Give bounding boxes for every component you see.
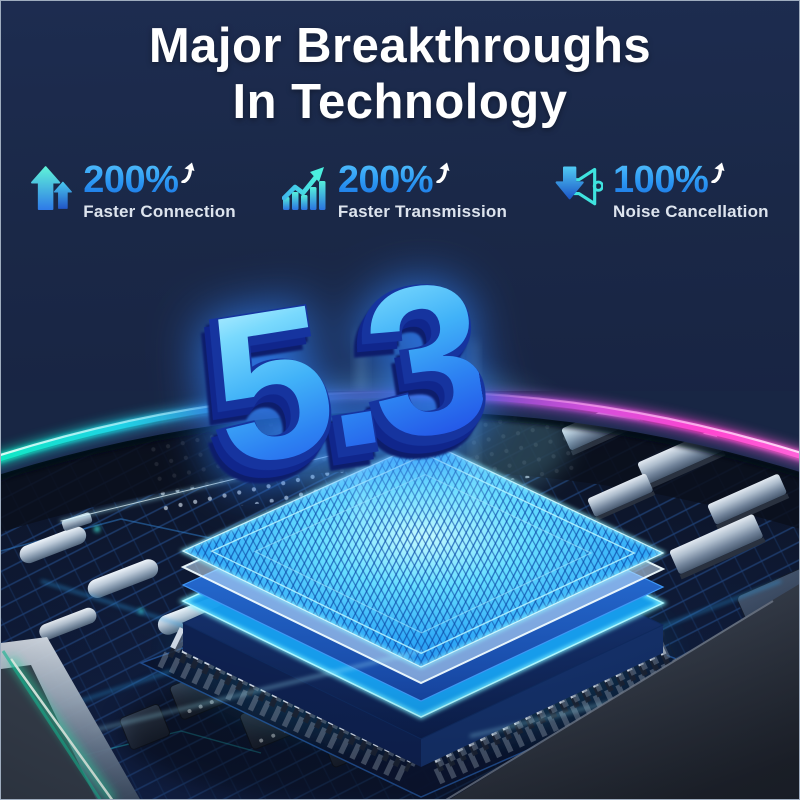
bluetooth-version-number: 5.3 5.3: [186, 234, 524, 520]
stat-label: Faster Connection: [83, 202, 236, 221]
board-edge-green-glow: [1, 637, 140, 799]
stat-faster-transmission: 200% Faster Transmission: [281, 159, 508, 222]
stat-faster-connection: 200% Faster Connection: [31, 161, 236, 222]
rgb-light-strip: [1, 386, 799, 481]
stats-row: 200% Faster Connection: [1, 161, 799, 222]
title-line-2: In Technology: [232, 74, 568, 129]
title-line-1: Major Breakthroughs: [148, 19, 652, 73]
stat-value: 200%: [83, 159, 179, 201]
circuit-board-scene: [1, 331, 799, 799]
stat-value: 200%: [337, 159, 434, 201]
double-up-arrows-icon: [31, 164, 73, 219]
stat-noise-cancellation: 100% Noise Cancellation: [553, 161, 769, 222]
version-number-face: 5.3: [195, 234, 494, 511]
rising-bar-chart-icon: [281, 164, 328, 217]
stat-label: Noise Cancellation: [613, 202, 769, 221]
stat-label: Faster Transmission: [337, 202, 508, 221]
page-title: Major Breakthroughs In Technology: [1, 19, 799, 131]
cpu-chip: [178, 331, 668, 767]
cpu-die-top: [179, 439, 667, 669]
speaker-noise-reduction-icon: [553, 164, 604, 217]
curved-up-arrow-icon: [711, 162, 728, 188]
curved-up-arrow-icon: [181, 162, 198, 188]
stat-value: 100%: [613, 159, 709, 201]
curved-up-arrow-icon: [436, 162, 453, 188]
corner-wedge: [445, 584, 799, 799]
